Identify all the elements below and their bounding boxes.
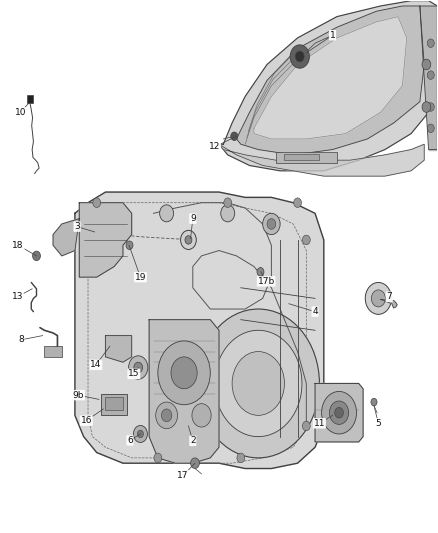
Polygon shape — [149, 320, 219, 463]
Circle shape — [215, 330, 302, 437]
Bar — [106, 397, 123, 410]
Text: 16: 16 — [81, 416, 92, 425]
Circle shape — [329, 401, 349, 424]
Bar — [276, 152, 337, 163]
Circle shape — [427, 103, 434, 111]
Circle shape — [221, 205, 235, 222]
Circle shape — [224, 198, 232, 207]
Text: 19: 19 — [134, 273, 146, 281]
Circle shape — [93, 198, 101, 207]
Text: 15: 15 — [128, 369, 140, 378]
Circle shape — [293, 198, 301, 207]
Circle shape — [290, 45, 309, 68]
Circle shape — [302, 421, 310, 431]
Circle shape — [427, 39, 434, 47]
Circle shape — [321, 391, 357, 434]
Text: 6: 6 — [127, 436, 133, 445]
Circle shape — [263, 213, 280, 235]
Circle shape — [154, 453, 162, 463]
Text: 17: 17 — [177, 471, 189, 480]
Circle shape — [371, 290, 385, 307]
Polygon shape — [420, 6, 437, 150]
Text: 10: 10 — [14, 108, 26, 117]
Polygon shape — [237, 6, 424, 155]
Bar — [27, 95, 33, 103]
Circle shape — [267, 219, 276, 229]
Circle shape — [126, 241, 133, 249]
Text: 9b: 9b — [73, 391, 84, 400]
Bar — [101, 394, 127, 415]
Circle shape — [422, 102, 431, 112]
Circle shape — [295, 51, 304, 62]
Circle shape — [32, 251, 40, 261]
Circle shape — [159, 205, 173, 222]
Circle shape — [427, 124, 434, 133]
Text: 3: 3 — [74, 222, 80, 231]
Circle shape — [134, 425, 148, 442]
Text: 12: 12 — [209, 142, 220, 151]
Circle shape — [185, 236, 192, 244]
Text: 18: 18 — [12, 241, 24, 250]
Polygon shape — [315, 383, 363, 442]
Circle shape — [134, 362, 143, 373]
Text: 17b: 17b — [258, 277, 275, 286]
Circle shape — [129, 356, 148, 379]
Circle shape — [422, 59, 431, 70]
Polygon shape — [106, 336, 132, 362]
Text: 5: 5 — [375, 419, 381, 428]
Circle shape — [335, 407, 343, 418]
Circle shape — [257, 268, 264, 276]
Circle shape — [427, 71, 434, 79]
Circle shape — [180, 230, 196, 249]
Circle shape — [197, 309, 319, 458]
Polygon shape — [219, 1, 437, 171]
Circle shape — [231, 132, 238, 141]
Circle shape — [138, 430, 144, 438]
Text: 8: 8 — [18, 335, 24, 344]
Circle shape — [237, 453, 245, 463]
Text: 11: 11 — [314, 419, 325, 428]
Text: 7: 7 — [386, 292, 392, 301]
Polygon shape — [79, 203, 132, 277]
Polygon shape — [219, 144, 424, 176]
Circle shape — [191, 458, 199, 469]
Polygon shape — [381, 300, 397, 308]
Text: 2: 2 — [190, 437, 196, 446]
Circle shape — [192, 403, 211, 427]
Polygon shape — [75, 192, 324, 469]
Text: 4: 4 — [312, 307, 318, 316]
Text: 14: 14 — [90, 360, 102, 369]
Circle shape — [161, 409, 172, 422]
Polygon shape — [254, 17, 407, 139]
Polygon shape — [53, 219, 79, 256]
Bar — [44, 346, 62, 357]
Circle shape — [155, 402, 177, 429]
Bar — [285, 154, 319, 160]
Circle shape — [232, 352, 285, 415]
Text: 9: 9 — [190, 214, 196, 223]
Circle shape — [365, 282, 392, 314]
Circle shape — [302, 235, 310, 245]
Text: 13: 13 — [11, 292, 23, 301]
Circle shape — [371, 398, 377, 406]
Circle shape — [158, 341, 210, 405]
Circle shape — [171, 357, 197, 389]
Text: 1: 1 — [330, 31, 336, 40]
